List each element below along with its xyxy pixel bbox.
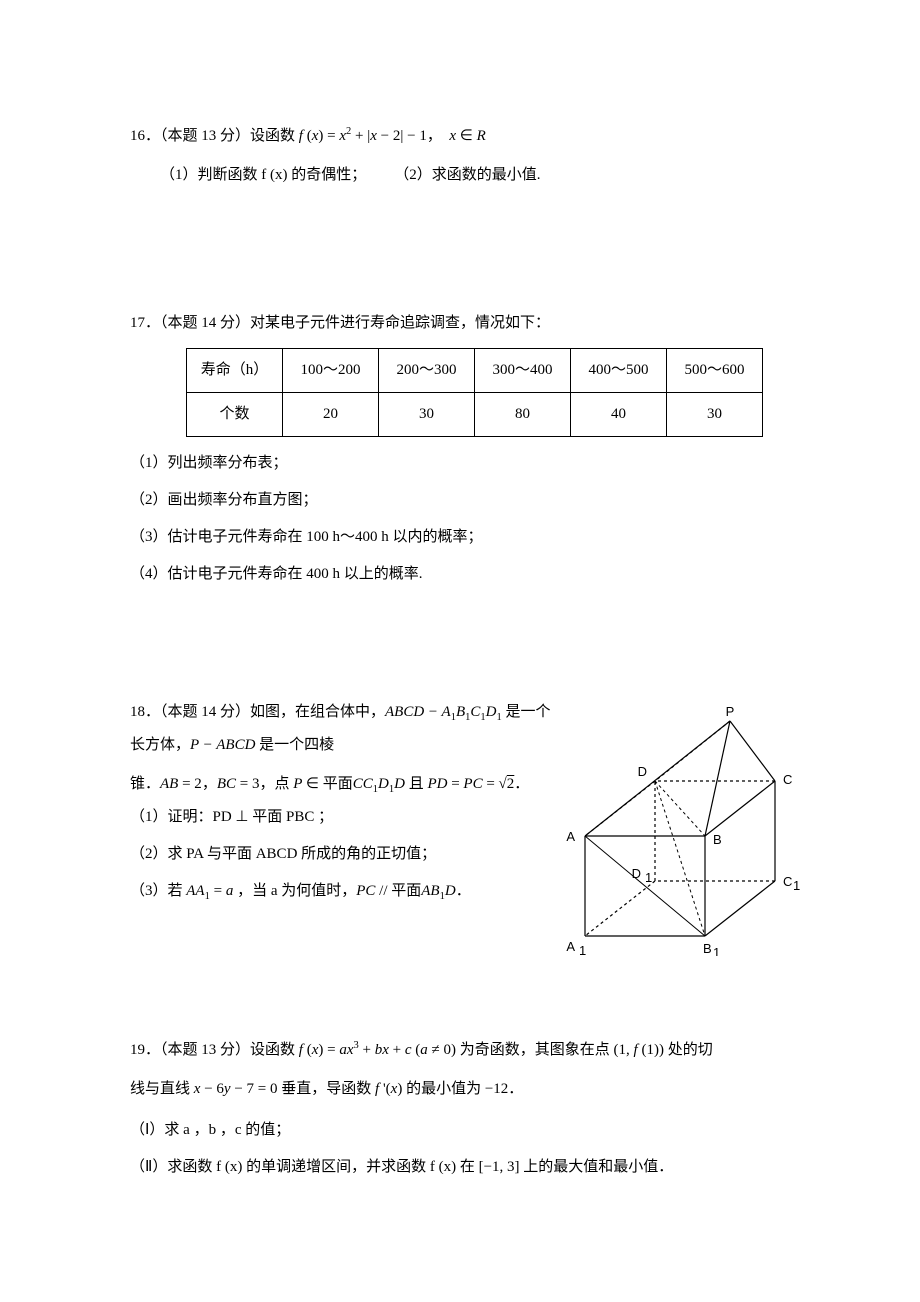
table-cell: 100～200 bbox=[283, 349, 379, 393]
p19-head-a: 19．（本题 13 分）设函数 bbox=[130, 1042, 299, 1058]
p19-math-5: −12 bbox=[485, 1081, 508, 1097]
p18-math-1: ABCD − A1B1C1D1 bbox=[385, 704, 502, 720]
p19-math-1: f (x) = ax3 + bx + c (a ≠ 0) bbox=[299, 1042, 456, 1058]
p16-math-2: x ∈ R bbox=[449, 128, 485, 144]
p18-l2-f: ． bbox=[514, 776, 529, 792]
p19-l2-a: 线与直线 bbox=[130, 1081, 194, 1097]
problem-16: 16．（本题 13 分）设函数 f (x) = x2 + |x − 2| − 1… bbox=[130, 120, 805, 192]
table-row: 寿命（h） 100～200 200～300 300～400 400～500 50… bbox=[187, 349, 763, 393]
p18-math-10: AB1D bbox=[421, 883, 455, 899]
table-cell: 30 bbox=[379, 393, 475, 437]
p16-sub2: （2）求函数的最小值. bbox=[394, 159, 540, 192]
label-A: A bbox=[566, 829, 575, 844]
label-D: D bbox=[638, 764, 647, 779]
table-cell: 个数 bbox=[187, 393, 283, 437]
p18-l2-d: 平面 bbox=[319, 776, 353, 792]
table-cell: 500～600 bbox=[667, 349, 763, 393]
p19-line2: 线与直线 x − 6y − 7 = 0 垂直，导函数 f '(x) 的最小值为 … bbox=[130, 1073, 805, 1106]
problem-16-head: 16．（本题 13 分）设函数 f (x) = x2 + |x − 2| − 1… bbox=[130, 120, 805, 153]
label-A1s: 1 bbox=[579, 943, 586, 956]
p19-l2-b: 垂直，导函数 bbox=[278, 1081, 376, 1097]
p16-head-a: 16．（本题 13 分）设函数 bbox=[130, 128, 299, 144]
p19-head: 19．（本题 13 分）设函数 f (x) = ax3 + bx + c (a … bbox=[130, 1034, 805, 1067]
p19-sub2: （Ⅱ）求函数 f (x) 的单调递增区间，并求函数 f (x) 在 [−1, 3… bbox=[130, 1151, 805, 1184]
label-C1: C bbox=[783, 874, 792, 889]
label-D1s: 1 bbox=[645, 870, 652, 885]
p18-figure: P D C A B D1 C1 A1 B1 bbox=[565, 696, 805, 969]
table-cell: 30 bbox=[667, 393, 763, 437]
p17-head: 17．（本题 14 分）对某电子元件进行寿命追踪调查，情况如下： bbox=[130, 307, 805, 340]
table-row: 个数 20 30 80 40 30 bbox=[187, 393, 763, 437]
p19-math-4: f '(x) bbox=[375, 1081, 402, 1097]
problem-19: 19．（本题 13 分）设函数 f (x) = ax3 + bx + c (a … bbox=[130, 1034, 805, 1184]
p18-head-a: 18．（本题 14 分）如图，在组合体中， bbox=[130, 704, 385, 720]
p18-l2-e: 且 bbox=[405, 776, 428, 792]
table-cell: 400～500 bbox=[571, 349, 667, 393]
p19-math-2: (1, f (1)) bbox=[614, 1042, 664, 1058]
table-cell: 20 bbox=[283, 393, 379, 437]
p18-math-4: BC = 3 bbox=[217, 776, 260, 792]
p18-math-7: PD = PC = √2 bbox=[427, 776, 514, 792]
label-A1: A bbox=[566, 939, 575, 954]
geometry-figure: P D C A B D1 C1 A1 B1 bbox=[565, 706, 805, 956]
label-B1s: 1 bbox=[713, 945, 720, 956]
p16-sub1: （1）判断函数 f (x) 的奇偶性； bbox=[160, 159, 366, 192]
p18-math-8: AA1 = a bbox=[186, 883, 233, 899]
p18-math-6: CC1D1D bbox=[353, 776, 405, 792]
p19-l2-d: ． bbox=[508, 1081, 523, 1097]
p19-sub1: （Ⅰ）求 a ，b ，c 的值； bbox=[130, 1114, 805, 1147]
p18-math-9: PC // bbox=[356, 883, 387, 899]
p18-line2: 锥．AB = 2，BC = 3，点 P ∈ 平面CC1D1D 且 PD = PC… bbox=[130, 768, 565, 801]
label-D1: D bbox=[632, 866, 641, 881]
p16-head-b: ， bbox=[427, 128, 442, 144]
table-cell: 40 bbox=[571, 393, 667, 437]
p18-sub2: （2）求 PA 与平面 ABCD 所成的角的正切值； bbox=[130, 838, 565, 871]
p17-sub4: （4）估计电子元件寿命在 400 h 以上的概率. bbox=[130, 558, 805, 591]
p18-l2-c: ，点 bbox=[259, 776, 293, 792]
problem-16-subs: （1）判断函数 f (x) 的奇偶性； （2）求函数的最小值. bbox=[160, 159, 805, 192]
p17-sub3: （3）估计电子元件寿命在 100 h～400 h 以内的概率； bbox=[130, 521, 805, 554]
label-C1s: 1 bbox=[793, 878, 800, 893]
label-B: B bbox=[713, 832, 722, 847]
p18-math-2: P − ABCD bbox=[190, 737, 255, 753]
p18-head: 18．（本题 14 分）如图，在组合体中，ABCD − A1B1C1D1 是一个… bbox=[130, 696, 565, 762]
p18-l2-b: ， bbox=[202, 776, 217, 792]
p18-text: 18．（本题 14 分）如图，在组合体中，ABCD − A1B1C1D1 是一个… bbox=[130, 696, 565, 912]
p18-math-5: P ∈ bbox=[293, 776, 319, 792]
table-cell: 80 bbox=[475, 393, 571, 437]
p18-sub3: （3）若 AA1 = a ，当 a 为何值时，PC // 平面AB1D． bbox=[130, 875, 565, 908]
p18-head-c: 是一个四棱 bbox=[255, 737, 334, 753]
p18-sub3-b: ，当 a 为何值时， bbox=[233, 883, 356, 899]
label-C: C bbox=[783, 772, 792, 787]
label-P: P bbox=[726, 706, 735, 719]
p17-sub2: （2）画出频率分布直方图； bbox=[130, 484, 805, 517]
p19-head-b: 为奇函数，其图象在点 bbox=[456, 1042, 614, 1058]
p19-head-c: 处的切 bbox=[664, 1042, 713, 1058]
table-cell: 寿命（h） bbox=[187, 349, 283, 393]
p18-sub3-c: 平面 bbox=[388, 883, 422, 899]
p17-sub1: （1）列出频率分布表； bbox=[130, 447, 805, 480]
problem-18: 18．（本题 14 分）如图，在组合体中，ABCD − A1B1C1D1 是一个… bbox=[130, 696, 805, 969]
p18-sub1: （1）证明：PD ⊥ 平面 PBC ； bbox=[130, 801, 565, 834]
table-cell: 200～300 bbox=[379, 349, 475, 393]
p17-table: 寿命（h） 100～200 200～300 300～400 400～500 50… bbox=[186, 348, 763, 437]
p18-sub3-a: （3）若 bbox=[130, 883, 186, 899]
p16-math-1: f (x) = x2 + |x − 2| − 1 bbox=[299, 128, 427, 144]
p18-math-3: AB = 2 bbox=[160, 776, 202, 792]
table-cell: 300～400 bbox=[475, 349, 571, 393]
p18-sub3-d: ． bbox=[456, 883, 471, 899]
p18-l2-a: 锥． bbox=[130, 776, 160, 792]
p19-l2-c: 的最小值为 bbox=[402, 1081, 485, 1097]
p19-math-3: x − 6y − 7 = 0 bbox=[194, 1081, 278, 1097]
label-B1: B bbox=[703, 941, 712, 956]
problem-17: 17．（本题 14 分）对某电子元件进行寿命追踪调查，情况如下： 寿命（h） 1… bbox=[130, 307, 805, 591]
